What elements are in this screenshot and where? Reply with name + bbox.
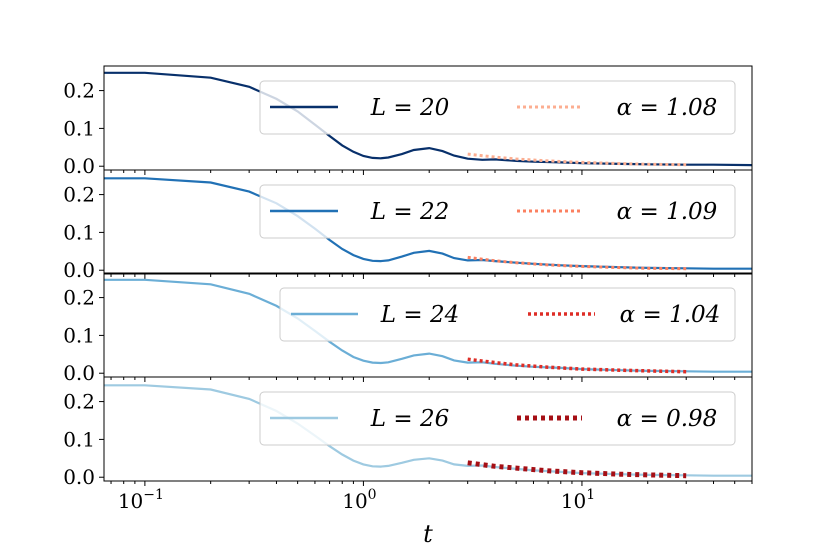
- legend-fit-label: α = 1.04: [620, 302, 721, 328]
- panel-1: 0.0 0.1 0.2 L = 20 α = 1.08: [63, 65, 753, 178]
- y-tick-label: 0.2: [63, 390, 95, 414]
- y-tick-label: 0.0: [63, 361, 95, 385]
- panel-3: 0.0 0.1 0.2 L = 24 α = 1.04: [63, 272, 753, 385]
- legend-fit-label: α = 1.08: [617, 95, 718, 121]
- x-tick-label: 100: [342, 487, 376, 513]
- y-tick-label: 0.2: [63, 79, 95, 103]
- fit-line: [467, 357, 687, 374]
- fit-line: [467, 152, 687, 167]
- y-tick-label: 0.0: [63, 465, 95, 489]
- panel-frame: [103, 376, 753, 482]
- x-tick-label: 101: [561, 487, 595, 513]
- panel-4: 0.0 0.1 0.2 L = 26 α = 0.98: [63, 376, 753, 489]
- y-tick-label: 0.1: [63, 323, 95, 347]
- legend-box: [259, 184, 736, 239]
- legend-series-label: L = 20: [370, 95, 449, 121]
- panel-2: 0.0 0.1 0.2 L = 22 α = 1.09: [63, 169, 753, 282]
- legend-box: [259, 391, 736, 446]
- panel-frame: [103, 169, 753, 275]
- x-tick-label: 10−1: [118, 487, 164, 513]
- legend-box: [279, 287, 736, 342]
- legend: L = 24 α = 1.04: [279, 287, 736, 342]
- fit-line: [467, 460, 687, 479]
- legend-series-label: L = 24: [380, 302, 459, 328]
- legend: L = 22 α = 1.09: [259, 184, 736, 239]
- y-tick-label: 0.0: [63, 154, 95, 178]
- fit-line: [467, 255, 687, 271]
- y-tick-label: 0.1: [63, 116, 95, 140]
- y-tick-label: 0.2: [63, 286, 95, 310]
- legend: L = 20 α = 1.08: [259, 80, 736, 135]
- legend-series-label: L = 26: [370, 406, 449, 432]
- legend-fit-label: α = 0.98: [617, 406, 718, 432]
- x-axis-label: t: [423, 520, 433, 548]
- y-tick-label: 0.2: [63, 183, 95, 207]
- y-tick-label: 0.1: [63, 220, 95, 244]
- panels-layer: 0.0 0.1 0.2 L = 20 α = 1.08 0.0 0.1 0.2 L = 22 α …: [63, 65, 753, 489]
- y-tick-label: 0.0: [63, 258, 95, 282]
- legend-fit-label: α = 1.09: [617, 199, 718, 225]
- legend: L = 26 α = 0.98: [259, 391, 736, 446]
- legend-box: [259, 80, 736, 135]
- y-tick-label: 0.1: [63, 427, 95, 451]
- legend-series-label: L = 22: [370, 199, 449, 225]
- x-axis: 10−1 100 101: [118, 487, 595, 513]
